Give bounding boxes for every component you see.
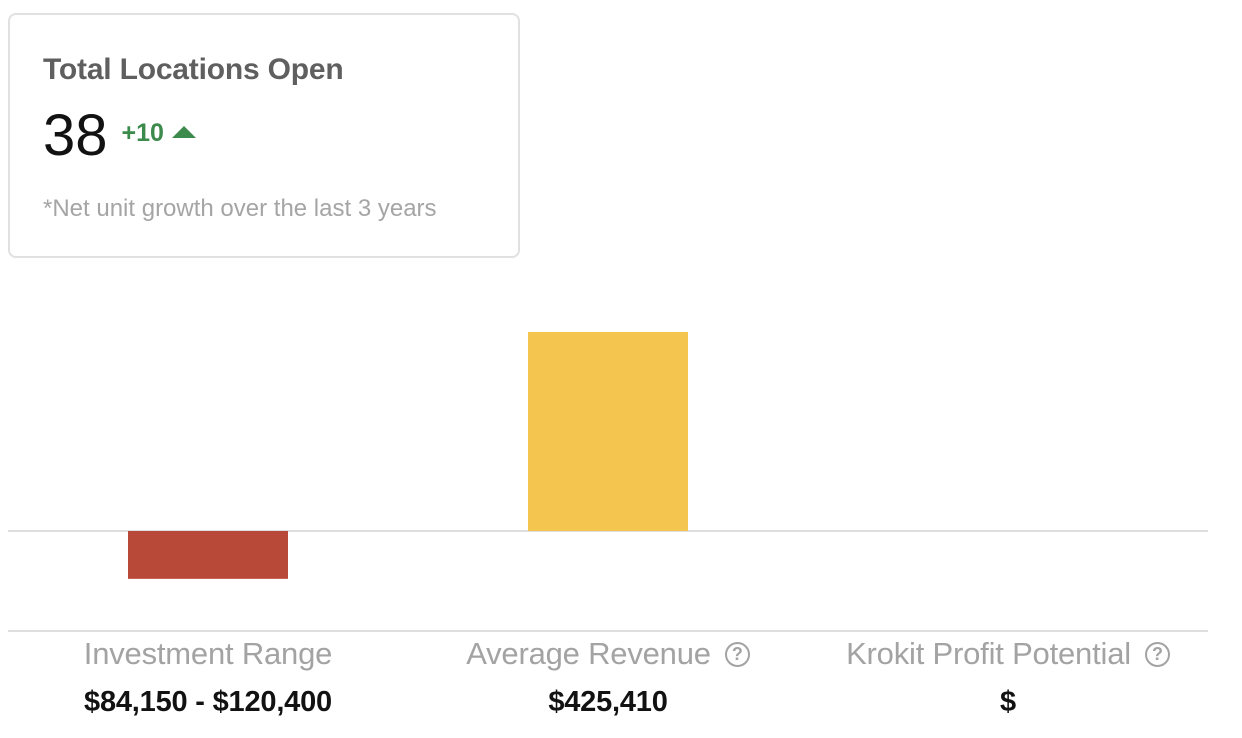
metric-profit-potential-label-row: Krokit Profit Potential ? [846, 636, 1170, 672]
bar-average-revenue [528, 332, 688, 531]
growth-delta: +10 [122, 119, 196, 148]
average-revenue-help-icon[interactable]: ? [724, 641, 750, 667]
metric-investment-range-label: Investment Range [83, 636, 333, 671]
up-arrow-icon [171, 125, 196, 138]
locations-stat-card: Total Locations Open 38 +10 *Net unit gr… [8, 13, 520, 258]
metric-average-revenue: Average Revenue ? $425,410 [408, 636, 808, 719]
metric-average-revenue-label-row: Average Revenue ? [466, 636, 750, 672]
total-locations-value: 38 [43, 103, 108, 168]
profit-potential-help-icon[interactable]: ? [1144, 641, 1170, 667]
growth-delta-value: +10 [121, 119, 164, 147]
metric-average-revenue-value: $425,410 [548, 686, 668, 718]
metric-profit-potential: Krokit Profit Potential ? $ [808, 636, 1208, 719]
stat-value-row: 38 +10 [43, 107, 196, 165]
stat-footnote: *Net unit growth over the last 3 years [43, 195, 437, 222]
stat-card-title: Total Locations Open [43, 53, 344, 86]
metric-profit-potential-label: Krokit Profit Potential [846, 636, 1131, 671]
metric-investment-range-label-row: Investment Range [83, 636, 333, 672]
metric-profit-potential-value: $ [1000, 686, 1016, 718]
bar-investment-range [128, 531, 288, 579]
metric-average-revenue-label: Average Revenue [466, 636, 711, 671]
metric-investment-range-value: $84,150 - $120,400 [84, 686, 332, 718]
metric-investment-range: Investment Range $84,150 - $120,400 [8, 636, 408, 719]
